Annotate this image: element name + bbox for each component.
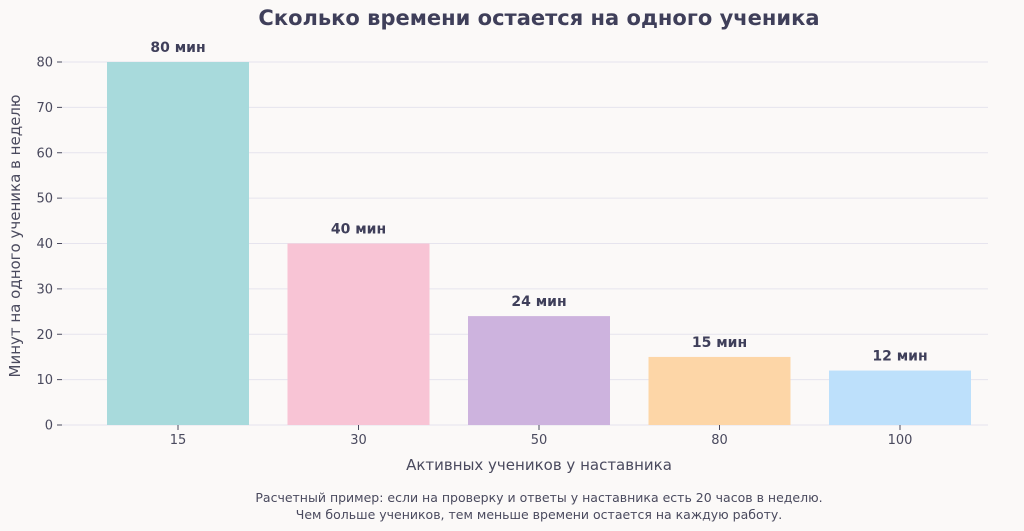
y-tick-label: 60 xyxy=(36,146,53,161)
bar-30 xyxy=(287,243,430,425)
y-tick-label: 0 xyxy=(45,419,53,434)
bars xyxy=(107,62,971,425)
bar-80 xyxy=(648,356,791,425)
x-tick-label-50: 50 xyxy=(531,433,548,448)
x-axis-ticks: 15 30 50 80 100 xyxy=(170,425,913,448)
y-tick-label: 50 xyxy=(36,192,53,207)
data-label-80: 15 мин xyxy=(692,335,747,351)
y-axis-label: Минут на одного ученика в неделю xyxy=(6,94,24,377)
chart-title: Сколько времени остается на одного учени… xyxy=(258,6,819,30)
y-tick-label: 40 xyxy=(36,237,53,252)
caption-line-2: Чем больше учеников, тем меньше времени … xyxy=(296,507,783,522)
y-tick-label: 20 xyxy=(36,328,53,343)
data-label-30: 40 мин xyxy=(331,222,386,238)
data-labels: 80 мин 40 мин 24 мин 15 мин 12 мин xyxy=(150,40,927,365)
y-tick-label: 80 xyxy=(36,56,53,71)
y-tick-label: 10 xyxy=(36,373,53,388)
x-tick-label-15: 15 xyxy=(170,433,187,448)
y-axis-ticks: 0 10 20 30 40 50 60 70 80 xyxy=(36,56,62,434)
data-label-15: 80 мин xyxy=(150,40,205,56)
x-axis-label: Активных учеников у наставника xyxy=(406,456,672,474)
caption-line-1: Расчетный пример: если на проверку и отв… xyxy=(255,490,822,505)
data-label-100: 12 мин xyxy=(872,349,927,365)
bar-100 xyxy=(829,370,971,425)
y-tick-label: 70 xyxy=(36,101,53,116)
bar-50 xyxy=(468,316,610,425)
y-tick-label: 30 xyxy=(36,282,53,297)
x-tick-label-80: 80 xyxy=(711,433,728,448)
bar-15 xyxy=(107,62,249,425)
x-tick-label-30: 30 xyxy=(350,433,367,448)
data-label-50: 24 мин xyxy=(511,294,566,310)
x-tick-label-100: 100 xyxy=(888,433,913,448)
